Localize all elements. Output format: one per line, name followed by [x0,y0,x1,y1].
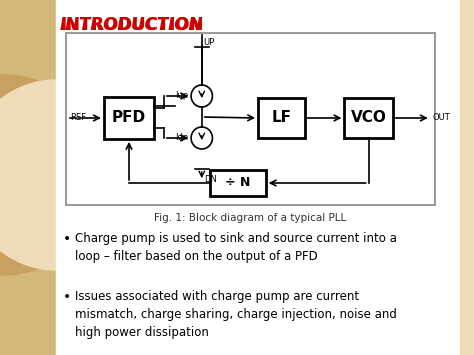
Text: LF: LF [271,110,292,126]
Bar [258,98,305,138]
Circle shape [191,127,212,149]
Circle shape [0,75,101,275]
Bar [210,170,266,196]
Circle shape [191,85,212,107]
Text: ÷ N: ÷ N [225,176,250,190]
Text: VCO: VCO [351,110,387,126]
Text: Charge pump is used to sink and source current into a
loop – filter based on the: Charge pump is used to sink and source c… [75,232,397,263]
Text: INTRODUCTION: INTRODUCTION [60,16,203,34]
Text: Issues associated with charge pump are current
mismatch, charge sharing, charge : Issues associated with charge pump are c… [75,290,397,339]
Text: DN: DN [204,175,217,184]
Bar [345,98,393,138]
Text: •: • [63,232,71,246]
Bar [0,0,56,355]
Text: INTRODUCTION: INTRODUCTION [60,16,204,34]
Bar [56,0,460,355]
Text: OUT: OUT [433,114,450,122]
Circle shape [0,80,148,270]
Bar [104,97,154,139]
Text: Idn: Idn [175,133,188,142]
Text: PFD: PFD [112,110,146,126]
Text: UP: UP [204,38,215,47]
Text: Iup: Iup [175,92,188,100]
Bar [66,33,435,205]
Text: REF: REF [70,114,86,122]
Text: •: • [63,290,71,304]
Text: Fig. 1: Block diagram of a typical PLL: Fig. 1: Block diagram of a typical PLL [154,213,346,223]
